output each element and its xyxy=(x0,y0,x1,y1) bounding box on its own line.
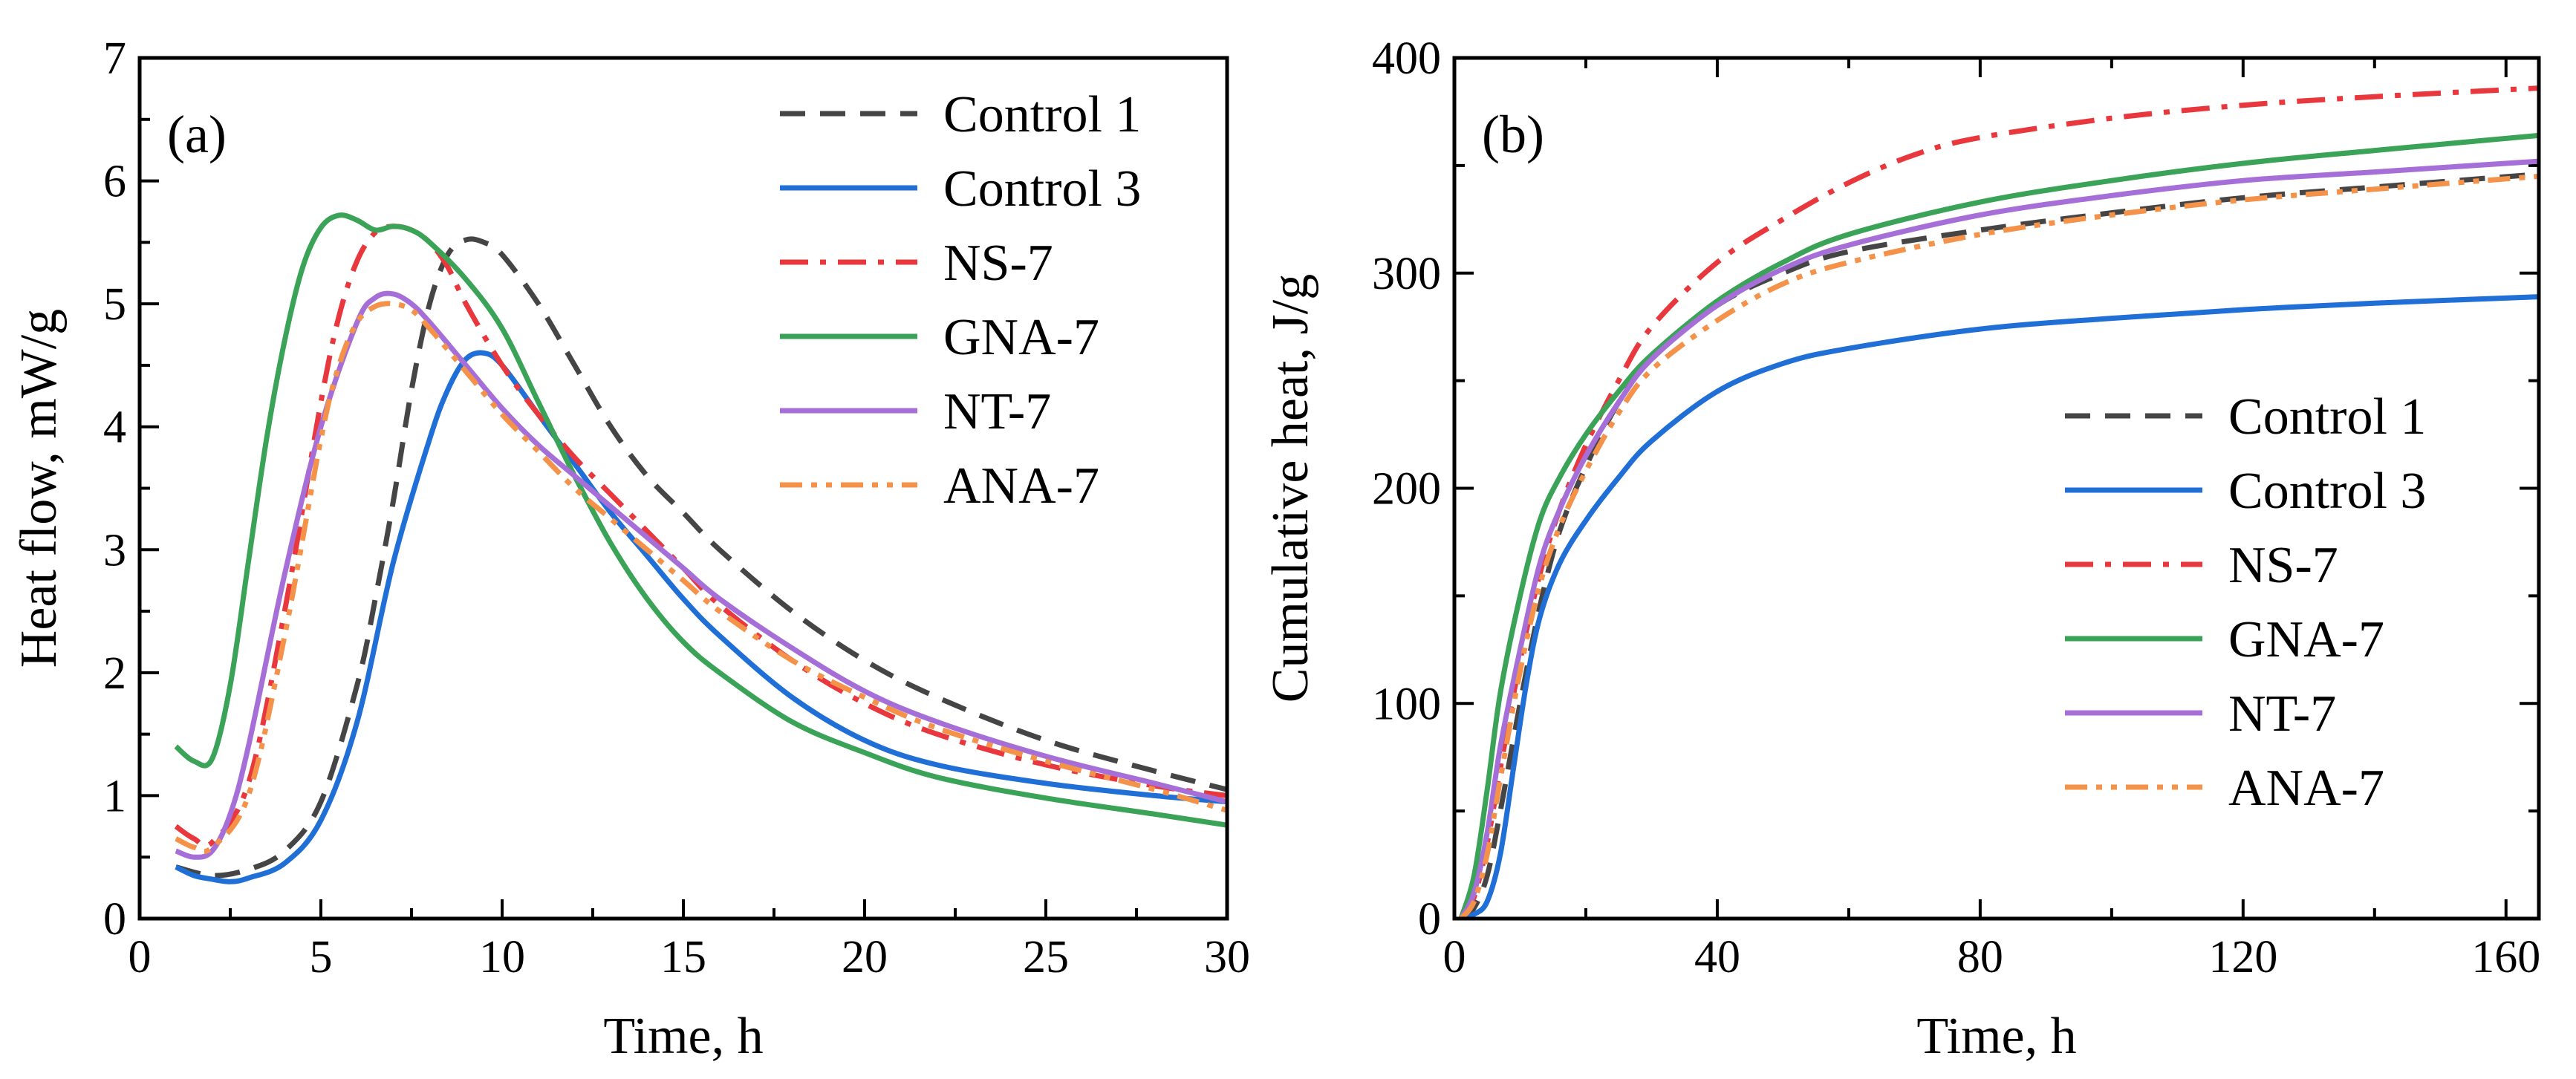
plot-frame xyxy=(137,56,1229,921)
x-axis-title: Time, h xyxy=(603,1008,763,1065)
x-tick-label: 80 xyxy=(1957,932,2003,982)
legend-label: Control 1 xyxy=(943,86,1141,143)
series-group xyxy=(174,212,1227,884)
legend-label: GNA-7 xyxy=(943,309,1099,366)
legend-label: Control 1 xyxy=(2228,388,2426,446)
x-tick-label: 25 xyxy=(1023,932,1069,982)
panel-label: (b) xyxy=(1482,105,1544,164)
series-group xyxy=(1458,85,2539,919)
legend-label: Control 3 xyxy=(943,160,1141,218)
y-tick-label: 0 xyxy=(1418,894,1441,945)
y-tick-label: 300 xyxy=(1372,249,1441,299)
legend-label: NT-7 xyxy=(943,383,1051,440)
x-axis-title: Time, h xyxy=(1916,1008,2076,1065)
legend-label: NS-7 xyxy=(2228,537,2338,594)
series-line-nt-7 xyxy=(1458,158,2539,919)
plot-frame xyxy=(1452,56,2541,921)
y-tick-label: 1 xyxy=(103,771,126,821)
series-line-ana-7 xyxy=(1459,173,2539,919)
y-tick-label: 7 xyxy=(103,33,126,84)
x-tick-label: 120 xyxy=(2208,932,2277,982)
panel-label: (a) xyxy=(167,105,227,164)
x-tick-label: 160 xyxy=(2471,932,2540,982)
y-tick-label: 6 xyxy=(103,157,126,207)
legend-label: NS-7 xyxy=(943,235,1053,292)
series-line-ns-7 xyxy=(174,224,1227,849)
x-tick-label: 40 xyxy=(1694,932,1740,982)
x-tick-label: 20 xyxy=(842,932,888,982)
y-axis-title: Cumulative heat, J/g xyxy=(1262,274,1319,703)
chart-panel-a: 0 5 10 15 20 25 30 0 1 2 3 4 5 6 7 Time, h Heat flow, mW… xyxy=(10,33,1250,1065)
series-line-control-3 xyxy=(1460,294,2539,919)
legend: Control 1 Control 3 NS-7 GNA-7 NT-7 ANA-7 xyxy=(780,86,1141,515)
legend-label: GNA-7 xyxy=(2228,611,2384,668)
x-tick-label: 10 xyxy=(479,932,525,982)
y-tick-label: 400 xyxy=(1372,33,1441,84)
x-tick-label: 0 xyxy=(1443,932,1466,982)
legend-label: NT-7 xyxy=(2228,685,2336,743)
x-tick-label: 0 xyxy=(129,932,152,982)
series-line-control-1 xyxy=(175,236,1227,878)
x-tick-label: 30 xyxy=(1204,932,1250,982)
legend-label: ANA-7 xyxy=(2228,760,2384,817)
y-tick-label: 2 xyxy=(103,648,126,699)
series-line-gna-7 xyxy=(1458,132,2539,919)
series-line-nt-7 xyxy=(175,290,1227,860)
y-tick-label: 200 xyxy=(1372,464,1441,515)
series-line-gna-7 xyxy=(174,212,1227,828)
y-tick-label: 4 xyxy=(103,402,126,453)
series-line-ana-7 xyxy=(175,301,1227,855)
y-axis-title: Heat flow, mW/g xyxy=(10,309,68,668)
x-tick-label: 15 xyxy=(660,932,706,982)
y-tick-label: 3 xyxy=(103,525,126,576)
x-tick-label: 5 xyxy=(310,932,333,982)
legend-label: Control 3 xyxy=(2228,463,2426,520)
chart-panel-b: 0 40 80 120 160 0 100 200 300 400 Time, h Cumulativ… xyxy=(1262,33,2541,1065)
y-tick-label: 5 xyxy=(103,279,126,330)
y-tick-label: 100 xyxy=(1372,679,1441,729)
legend-label: ANA-7 xyxy=(943,457,1099,515)
y-tick-label: 0 xyxy=(103,894,126,945)
legend: Control 1 Control 3 NS-7 GNA-7 NT-7 ANA-7 xyxy=(2065,388,2426,817)
